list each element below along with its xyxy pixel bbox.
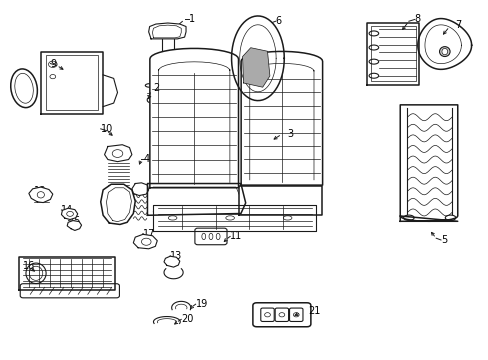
Text: 11: 11	[230, 231, 242, 242]
Polygon shape	[231, 16, 284, 100]
Text: 9: 9	[50, 59, 57, 68]
Polygon shape	[132, 183, 148, 195]
Ellipse shape	[11, 69, 37, 108]
Text: 18: 18	[34, 186, 46, 195]
Polygon shape	[242, 48, 269, 87]
Text: 17: 17	[142, 229, 155, 239]
Polygon shape	[41, 52, 103, 114]
Polygon shape	[149, 49, 238, 188]
Polygon shape	[148, 23, 185, 39]
Bar	[370, 26, 415, 81]
Polygon shape	[61, 208, 78, 220]
Text: 2: 2	[153, 83, 160, 93]
Polygon shape	[153, 205, 316, 231]
Text: 10: 10	[101, 124, 113, 134]
Polygon shape	[163, 256, 180, 267]
Text: 20: 20	[181, 314, 193, 324]
Text: 8: 8	[414, 14, 420, 24]
Text: 19: 19	[195, 299, 207, 309]
Ellipse shape	[441, 48, 447, 55]
Polygon shape	[241, 51, 322, 185]
FancyBboxPatch shape	[252, 303, 310, 327]
Polygon shape	[399, 105, 457, 221]
FancyBboxPatch shape	[20, 284, 119, 298]
Polygon shape	[417, 19, 470, 69]
Text: 7: 7	[454, 20, 461, 30]
Polygon shape	[366, 23, 419, 85]
Text: 13: 13	[170, 251, 182, 261]
Text: 15: 15	[68, 216, 81, 226]
Bar	[45, 55, 98, 110]
Text: 14: 14	[61, 205, 74, 215]
Text: 1: 1	[189, 14, 195, 24]
Polygon shape	[104, 145, 132, 162]
Text: 4: 4	[143, 154, 150, 164]
Polygon shape	[133, 234, 157, 249]
Ellipse shape	[439, 47, 449, 57]
Polygon shape	[238, 186, 322, 215]
Text: 5: 5	[440, 235, 447, 245]
Text: 12: 12	[114, 189, 126, 199]
Polygon shape	[67, 221, 81, 230]
Polygon shape	[101, 184, 135, 224]
Polygon shape	[19, 257, 115, 290]
Text: 21: 21	[307, 306, 320, 316]
Text: 16: 16	[23, 261, 35, 271]
Text: 6: 6	[275, 16, 281, 26]
Polygon shape	[147, 184, 245, 215]
Text: 3: 3	[287, 129, 293, 139]
Polygon shape	[29, 187, 53, 203]
